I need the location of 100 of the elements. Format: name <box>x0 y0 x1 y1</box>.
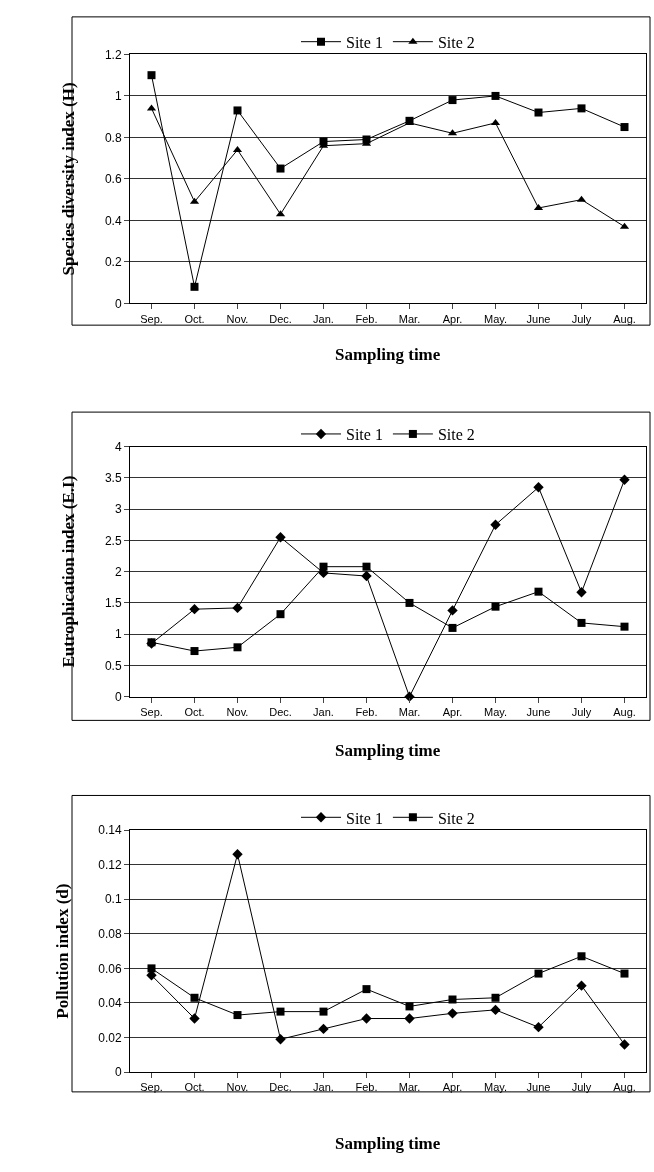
x-tick-label: Apr. <box>442 705 463 718</box>
y-tick-label: 0.5 <box>104 658 122 673</box>
point <box>577 104 586 113</box>
x-tick-label: Aug. <box>613 705 636 718</box>
x-tick-label: Nov. <box>226 312 249 325</box>
point <box>319 1007 328 1016</box>
x-tick-label: June <box>526 1081 551 1094</box>
x-tick-label: Aug. <box>613 312 636 325</box>
x-tick-label: Mar. <box>398 705 421 718</box>
legend-label: Site 2 <box>437 426 475 444</box>
y-tick-label: 0.8 <box>104 130 122 145</box>
point <box>232 849 243 860</box>
point <box>276 164 285 173</box>
point <box>276 610 285 619</box>
legend-label: Site 2 <box>437 809 475 827</box>
x-tick-label: Apr. <box>442 312 463 325</box>
point <box>491 993 500 1002</box>
x-tick-label: Jan. <box>313 1081 334 1094</box>
point <box>190 282 199 291</box>
point <box>232 602 243 614</box>
y-tick-label: 0.4 <box>104 213 122 228</box>
x-tick-label: Sep. <box>140 705 163 718</box>
point <box>534 587 543 596</box>
x-tick-label: Dec. <box>269 705 292 718</box>
x-tick-label: Feb. <box>355 312 378 325</box>
point <box>190 647 199 656</box>
point <box>362 985 371 994</box>
point <box>233 643 242 652</box>
x-axis-title: Sampling time <box>335 1134 441 1153</box>
y-axis-title: Eutrophication index (E.I) <box>59 475 79 668</box>
x-tick-label: June <box>526 705 551 718</box>
x-tick-label: Jan. <box>313 312 334 325</box>
x-tick-label: Dec. <box>269 1081 292 1094</box>
x-tick-label: May. <box>483 705 508 718</box>
point <box>620 622 629 631</box>
x-tick-label: July <box>571 312 592 325</box>
point <box>361 570 372 582</box>
legend-label: Site 1 <box>346 809 383 827</box>
point <box>448 96 457 105</box>
y-tick-label: 0.04 <box>98 996 122 1011</box>
point <box>276 1007 285 1016</box>
point <box>577 618 586 627</box>
x-tick-label: June <box>526 312 551 325</box>
y-tick-label: 0.12 <box>98 857 122 872</box>
point <box>362 135 371 144</box>
point <box>233 1011 242 1020</box>
y-tick-label: 2.5 <box>104 533 122 548</box>
point <box>533 482 544 493</box>
point <box>275 1034 286 1045</box>
x-tick-label: Mar. <box>398 1081 421 1094</box>
y-tick-label: 0.14 <box>98 823 122 838</box>
x-tick-label: Feb. <box>355 1081 378 1094</box>
point <box>361 1013 372 1024</box>
y-tick-label: 0.02 <box>98 1030 122 1045</box>
point <box>619 1039 630 1050</box>
x-tick-label: Oct. <box>184 312 205 325</box>
x-tick-label: Aug. <box>613 1081 636 1094</box>
point <box>233 106 242 115</box>
point <box>190 993 199 1002</box>
point <box>533 1021 544 1033</box>
point <box>404 1013 415 1024</box>
x-axis-title: Sampling time <box>335 345 441 364</box>
point <box>619 474 630 485</box>
point <box>620 969 629 978</box>
point <box>275 532 286 543</box>
legend-label: Site 1 <box>346 426 383 444</box>
x-tick-label: Nov. <box>226 1081 249 1094</box>
point <box>491 602 500 611</box>
y-tick-label: 0.1 <box>104 892 122 907</box>
x-tick-label: Sep. <box>140 1081 163 1094</box>
point <box>448 995 457 1004</box>
x-tick-label: May. <box>483 1081 508 1094</box>
y-tick-label: 1.2 <box>104 47 122 62</box>
point <box>405 598 414 607</box>
point <box>447 1008 458 1019</box>
x-tick-label: July <box>571 1081 592 1094</box>
point <box>405 1002 414 1011</box>
x-tick-label: Feb. <box>355 705 378 718</box>
y-tick-label: 0 <box>114 1065 122 1080</box>
y-tick-label: 3 <box>114 502 122 517</box>
x-tick-label: July <box>571 705 592 718</box>
x-tick-label: Dec. <box>269 312 292 325</box>
point <box>447 605 458 616</box>
y-tick-label: 0.06 <box>98 961 122 976</box>
y-tick-label: 0.6 <box>104 172 122 187</box>
y-axis-title: Pollution index (d) <box>52 883 72 1019</box>
x-tick-label: Apr. <box>442 1081 463 1094</box>
point <box>318 1023 329 1035</box>
legend-label: Site 1 <box>346 33 383 51</box>
y-tick-label: 0.08 <box>98 927 122 941</box>
y-tick-label: 4 <box>114 439 122 454</box>
point <box>534 108 543 117</box>
y-tick-label: 1.5 <box>104 596 122 611</box>
point <box>189 603 200 615</box>
point <box>490 519 501 530</box>
x-tick-label: Jan. <box>313 705 334 718</box>
x-tick-label: Sep. <box>140 312 163 325</box>
point <box>147 964 156 973</box>
y-tick-label: 0 <box>114 689 122 704</box>
point <box>491 91 500 100</box>
